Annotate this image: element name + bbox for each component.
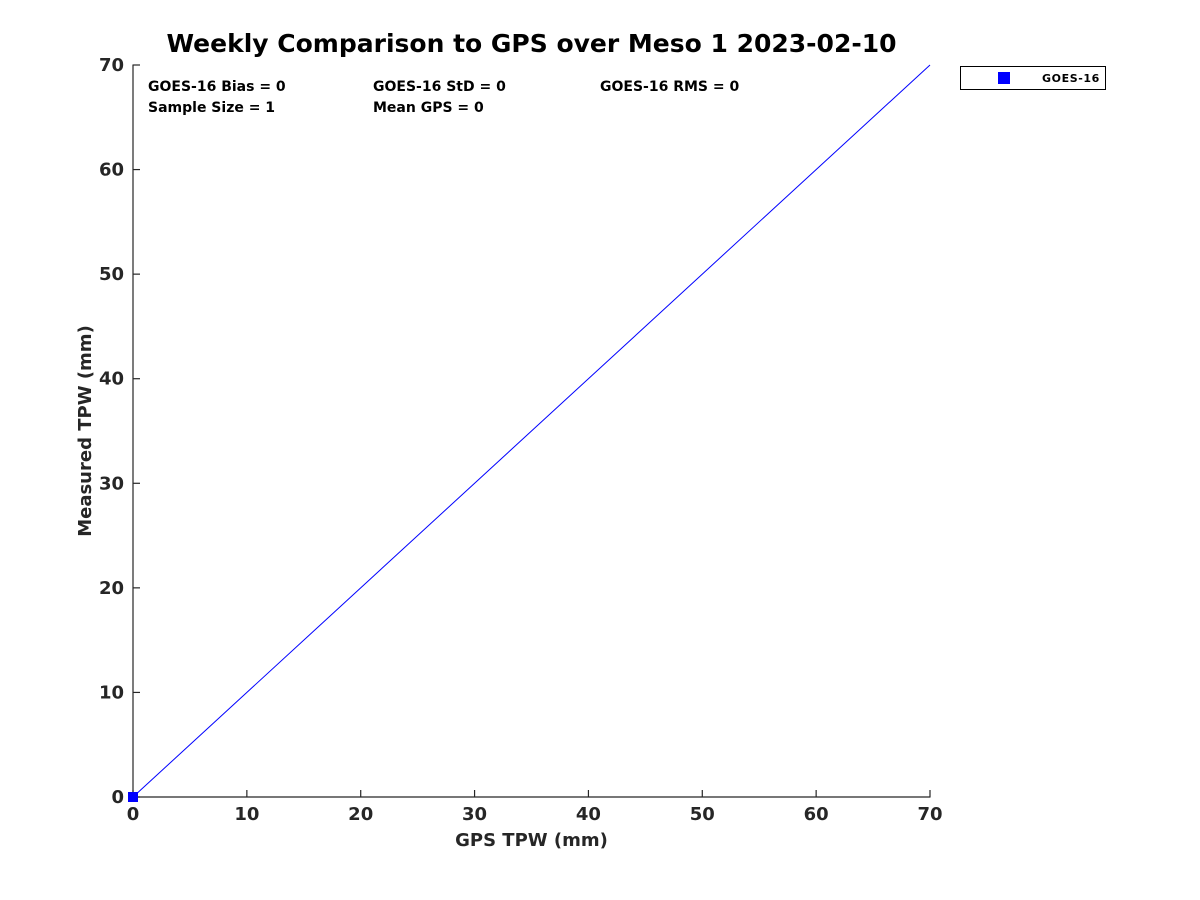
x-tick-label: 0 (127, 804, 140, 825)
stat-bias: GOES-16 Bias = 0 (148, 79, 286, 95)
x-tick-label: 50 (690, 804, 715, 825)
y-tick-label: 70 (99, 55, 124, 76)
y-tick-label: 60 (99, 160, 124, 181)
x-tick-label: 30 (462, 804, 487, 825)
y-tick-label: 0 (111, 787, 124, 808)
series-one-to-one-line (132, 64, 931, 798)
legend: GOES-16 (960, 66, 1106, 90)
y-tick-label: 50 (99, 264, 124, 285)
data-point-GOES-16 (128, 792, 138, 802)
y-tick-label: 30 (99, 473, 124, 494)
x-tick-label: 10 (234, 804, 259, 825)
stat-sample-size: Sample Size = 1 (148, 100, 276, 116)
x-tick-label: 20 (348, 804, 373, 825)
legend-label: GOES-16 (1042, 71, 1100, 85)
x-tick-label: 60 (804, 804, 829, 825)
chart-title: Weekly Comparison to GPS over Meso 1 202… (166, 29, 897, 58)
stat-rms: GOES-16 RMS = 0 (600, 79, 740, 95)
y-tick-label: 40 (99, 369, 124, 390)
y-tick-label: 20 (99, 578, 124, 599)
legend-marker-square-icon (998, 72, 1010, 84)
stat-std: GOES-16 StD = 0 (373, 79, 506, 95)
stat-mean-gps: Mean GPS = 0 (373, 100, 484, 116)
y-tick-label: 10 (99, 682, 124, 703)
x-tick-label: 40 (576, 804, 601, 825)
x-tick-label: 70 (917, 804, 942, 825)
x-axis-label: GPS TPW (mm) (455, 830, 608, 851)
